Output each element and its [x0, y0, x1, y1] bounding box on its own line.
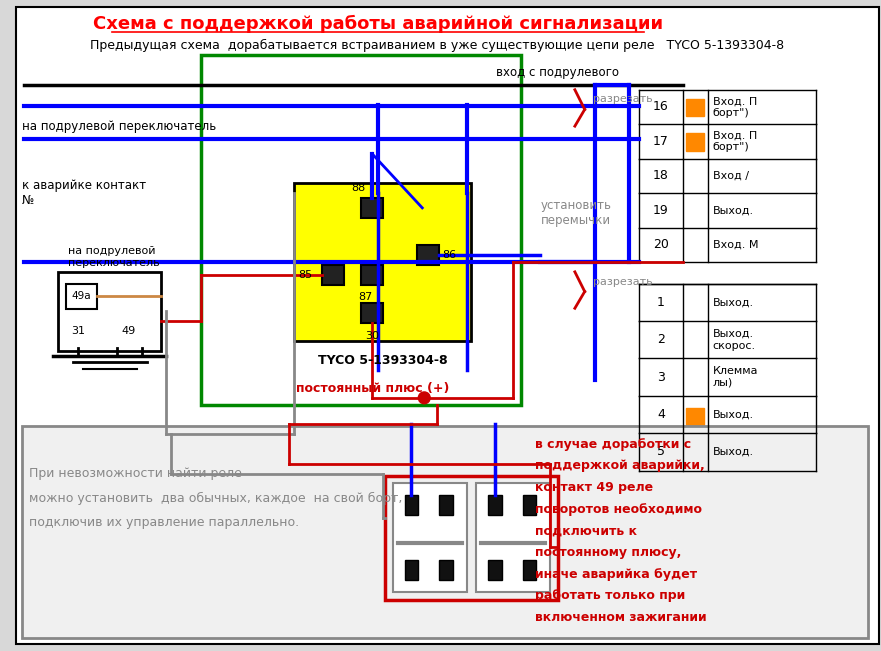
Text: Выход.: Выход.: [713, 409, 754, 420]
Bar: [686, 133, 704, 151]
Text: подключив их управление параллельно.: подключив их управление параллельно.: [28, 516, 299, 529]
Text: работать только при: работать только при: [536, 589, 685, 602]
Text: Выход.: Выход.: [713, 447, 754, 457]
Text: Выход.
скорос.: Выход. скорос.: [713, 329, 756, 351]
Circle shape: [418, 392, 430, 404]
Bar: [22, 426, 868, 638]
Bar: [58, 272, 161, 351]
Text: постоянному плюсу,: постоянному плюсу,: [536, 546, 682, 559]
Text: иначе аварийка будет: иначе аварийка будет: [536, 568, 698, 581]
Text: 31: 31: [70, 326, 85, 336]
Bar: [488, 561, 502, 580]
Text: TYCO 5-1393304-8: TYCO 5-1393304-8: [318, 354, 448, 367]
Bar: [294, 184, 471, 340]
Text: на подрулевой переключатель: на подрулевой переключатель: [22, 120, 216, 133]
Bar: [361, 303, 383, 323]
Text: 17: 17: [653, 135, 669, 148]
Text: 2: 2: [657, 333, 665, 346]
Text: на подрулевой
переключатель: на подрулевой переключатель: [68, 246, 159, 268]
Text: постоянный плюс (+): постоянный плюс (+): [296, 381, 449, 395]
Text: 18: 18: [653, 169, 669, 182]
Text: Выход.: Выход.: [713, 298, 754, 307]
Text: 86: 86: [442, 250, 456, 260]
Text: Схема с поддержкой работы аварийной сигнализации: Схема с поддержкой работы аварийной сигн…: [93, 15, 663, 33]
Bar: [201, 55, 521, 405]
Bar: [522, 561, 537, 580]
Text: 16: 16: [653, 100, 669, 113]
Text: к аварийке контакт
№: к аварийке контакт №: [22, 179, 145, 207]
Text: Предыдущая схема  дорабатывается встраиванием в уже существующие цепи реле   TYC: Предыдущая схема дорабатывается встраива…: [90, 39, 784, 52]
Text: 20: 20: [653, 238, 669, 251]
Bar: [322, 265, 344, 284]
Text: установить
перемычки: установить перемычки: [540, 199, 611, 227]
Text: разрезать: разрезать: [593, 277, 652, 286]
Bar: [686, 98, 704, 117]
Bar: [439, 495, 453, 515]
Text: в случае доработки с: в случае доработки с: [536, 437, 692, 450]
Text: подключить к: подключить к: [536, 524, 638, 537]
Text: Выход.: Выход.: [713, 205, 754, 215]
Text: 85: 85: [298, 270, 312, 280]
Text: вход с подрулевого: вход с подрулевого: [496, 66, 619, 79]
Text: 5: 5: [657, 445, 665, 458]
Bar: [385, 476, 559, 600]
Text: Вход. П
борт"): Вход. П борт"): [713, 96, 757, 118]
Bar: [361, 265, 383, 284]
Bar: [361, 198, 383, 217]
Text: 30: 30: [365, 331, 379, 341]
Text: 3: 3: [657, 370, 665, 383]
Bar: [66, 284, 98, 309]
Text: 49a: 49a: [72, 292, 92, 301]
Text: При невозможности найти реле: При невозможности найти реле: [28, 467, 241, 480]
Bar: [404, 495, 418, 515]
Bar: [439, 561, 453, 580]
Bar: [686, 445, 704, 463]
Bar: [393, 484, 467, 592]
Text: 88: 88: [352, 183, 366, 193]
Text: 19: 19: [653, 204, 669, 217]
Text: 4: 4: [657, 408, 665, 421]
Text: Вход /: Вход /: [713, 171, 749, 181]
Text: Вход. М: Вход. М: [713, 240, 759, 250]
Text: 49: 49: [122, 326, 136, 336]
Bar: [418, 245, 439, 265]
Bar: [477, 484, 551, 592]
Text: включенном зажигании: включенном зажигании: [536, 611, 707, 624]
Text: поддержкой аварийки,: поддержкой аварийки,: [536, 459, 705, 472]
Bar: [488, 495, 502, 515]
Bar: [522, 495, 537, 515]
Text: 1: 1: [657, 296, 665, 309]
Text: 87: 87: [358, 292, 373, 301]
Text: Клемма
лы): Клемма лы): [713, 367, 759, 388]
Text: разрезать: разрезать: [593, 94, 652, 104]
Text: Вход. П
борт"): Вход. П борт"): [713, 131, 757, 152]
Bar: [404, 561, 418, 580]
Text: можно установить  два обычных, каждое  на свой борт,: можно установить два обычных, каждое на …: [28, 492, 402, 505]
Text: контакт 49 реле: контакт 49 реле: [536, 481, 654, 494]
Bar: [686, 408, 704, 425]
Text: поворотов необходимо: поворотов необходимо: [536, 503, 702, 516]
